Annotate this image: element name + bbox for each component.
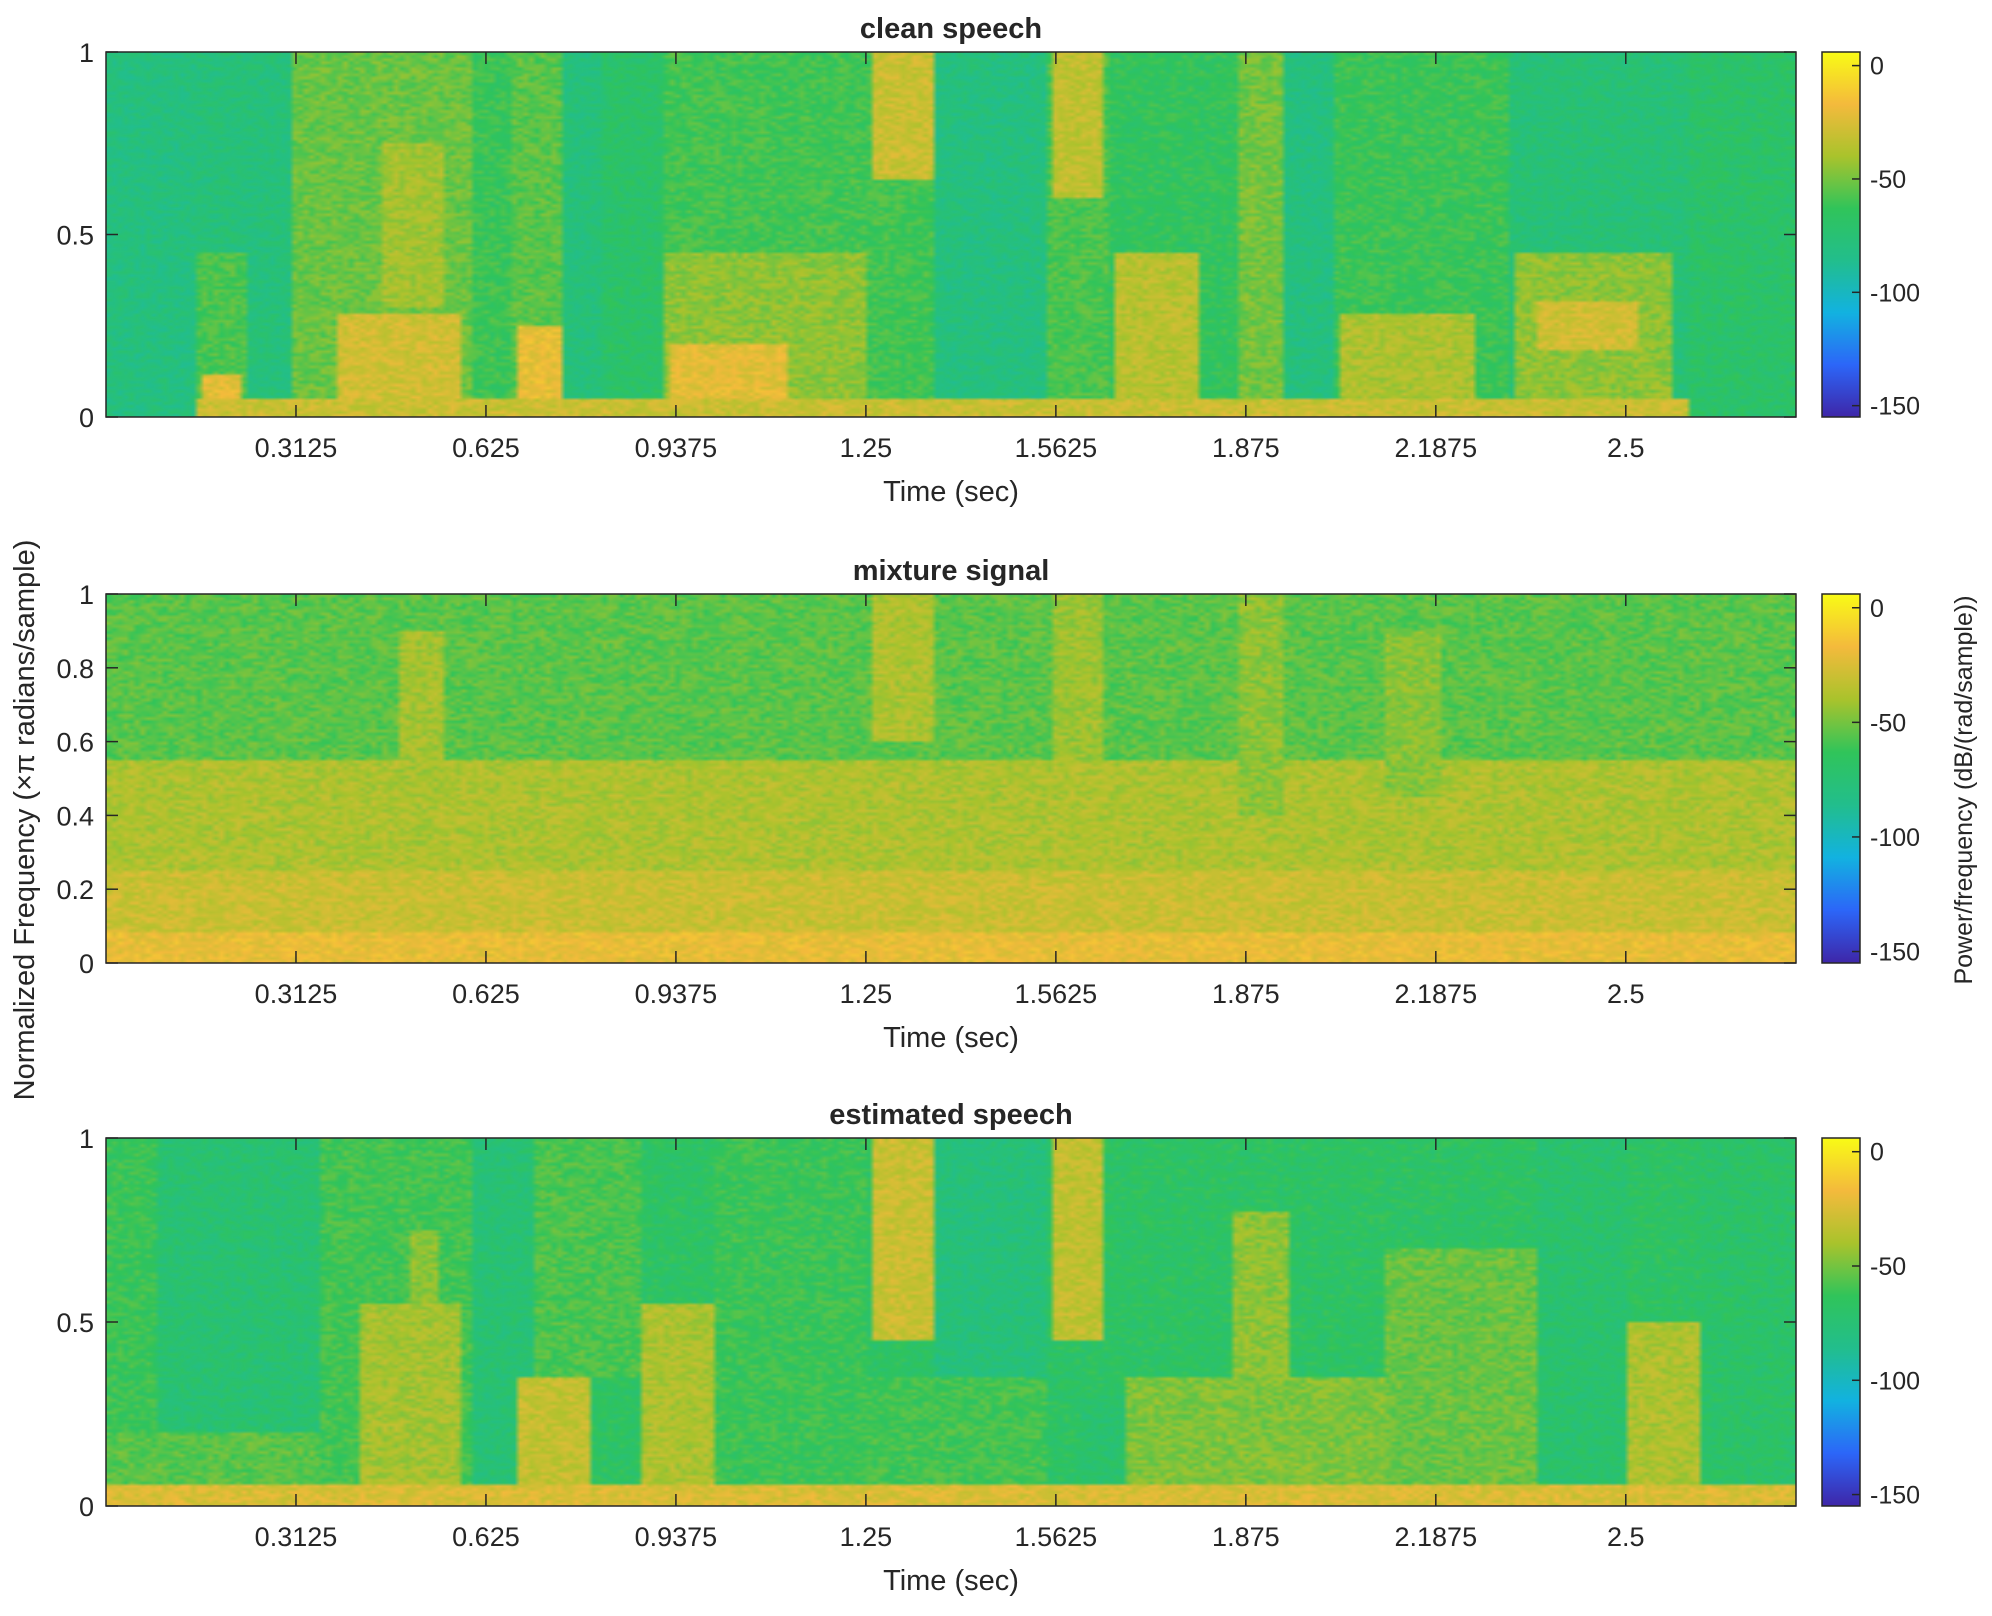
y-tick-label: 0.5	[56, 1308, 94, 1338]
x-tick-label: 0.3125	[255, 433, 338, 463]
y-tick-label: 0	[79, 949, 94, 979]
spectrogram-image	[106, 1138, 1796, 1506]
shared-y-axis-label: Normalized Frequency (×π radians/sample)	[9, 540, 41, 1101]
y-tick-label: 1	[79, 580, 94, 610]
y-tick-label: 0.8	[56, 654, 94, 684]
x-tick-label: 0.625	[452, 1522, 520, 1552]
x-tick-label: 0.625	[452, 979, 520, 1009]
x-tick-label: 1.5625	[1015, 433, 1098, 463]
x-tick-label: 0.9375	[635, 979, 718, 1009]
colorbar-tick-label: -100	[1870, 279, 1920, 307]
x-tick-label: 0.3125	[255, 979, 338, 1009]
x-axis-label: Time (sec)	[883, 476, 1019, 508]
y-tick-label: 0.6	[56, 728, 94, 758]
spectrogram-image	[106, 594, 1796, 963]
x-tick-label: 2.5	[1607, 1522, 1645, 1552]
colorbar-tick-label: -50	[1870, 166, 1906, 194]
panel-title: clean speech	[860, 13, 1042, 45]
x-tick-label: 0.625	[452, 433, 520, 463]
y-tick-label: 0.2	[56, 875, 94, 905]
y-tick-label: 0.5	[56, 221, 94, 251]
spectrogram-panel-2: mixture signal 0.3125 0.625 0.9375 1.25 1.562…	[56, 555, 1920, 1054]
x-tick-label: 2.1875	[1395, 979, 1478, 1009]
axes-box	[105, 593, 1797, 964]
x-tick-label: 2.5	[1607, 979, 1645, 1009]
x-tick-label: 1.875	[1212, 979, 1280, 1009]
colorbar-gradient	[1821, 51, 1861, 418]
colorbar-tick-label: -150	[1870, 393, 1920, 421]
panel-title: mixture signal	[853, 555, 1050, 587]
panel-title: estimated speech	[829, 1099, 1072, 1131]
colorbar-gradient	[1821, 593, 1861, 964]
x-tick-label: 2.1875	[1395, 1522, 1478, 1552]
colorbar-tick-label: 0	[1870, 53, 1884, 81]
x-tick-label: 2.5	[1607, 433, 1645, 463]
spectrogram-panel-1: clean speech 0.3125 0.625 0.9375 1.25 1.5625 1…	[56, 13, 1920, 508]
x-tick-label: 1.25	[840, 979, 893, 1009]
x-tick-label: 1.875	[1212, 433, 1280, 463]
x-tick-label: 0.9375	[635, 1522, 718, 1552]
colorbar: 0 -50 -100 -150	[1821, 593, 1920, 967]
spectrogram-panel-3: estimated speech 0.3125 0.625 0.9375 1.25 1.5…	[56, 1099, 1920, 1597]
y-tick-label: 0	[79, 1492, 94, 1522]
x-tick-label: 1.5625	[1015, 979, 1098, 1009]
y-tick-label: 1	[79, 1124, 94, 1154]
y-tick-label: 0	[79, 403, 94, 433]
colorbar-tick-label: -100	[1870, 824, 1920, 852]
x-tick-label: 0.3125	[255, 1522, 338, 1552]
colorbar-tick-label: -150	[1870, 939, 1920, 967]
colorbar-tick-label: 0	[1870, 1139, 1884, 1167]
colorbar-tick-label: -150	[1870, 1482, 1920, 1510]
x-tick-label: 1.5625	[1015, 1522, 1098, 1552]
x-axis-label: Time (sec)	[883, 1022, 1019, 1054]
x-tick-label: 2.1875	[1395, 433, 1478, 463]
colorbar-gradient	[1821, 1137, 1861, 1507]
x-tick-label: 1.25	[840, 1522, 893, 1552]
y-tick-label: 0.4	[56, 801, 94, 831]
colorbar-tick-label: -100	[1870, 1367, 1920, 1395]
colorbar: 0 -50 -100 -150	[1821, 51, 1920, 421]
x-tick-label: 1.875	[1212, 1522, 1280, 1552]
colorbar-label: Power/frequency (dB/(rad/sample))	[1950, 595, 1978, 984]
x-tick-label: 0.9375	[635, 433, 718, 463]
colorbar-tick-label: -50	[1870, 1253, 1906, 1281]
colorbar-tick-label: -50	[1870, 709, 1906, 737]
x-axis-label: Time (sec)	[883, 1565, 1019, 1597]
colorbar-tick-label: 0	[1870, 595, 1884, 623]
colorbar: 0 -50 -100 -150	[1821, 1137, 1920, 1510]
spectrogram-image	[106, 52, 1796, 417]
x-tick-label: 1.25	[840, 433, 893, 463]
y-tick-label: 1	[79, 38, 94, 68]
